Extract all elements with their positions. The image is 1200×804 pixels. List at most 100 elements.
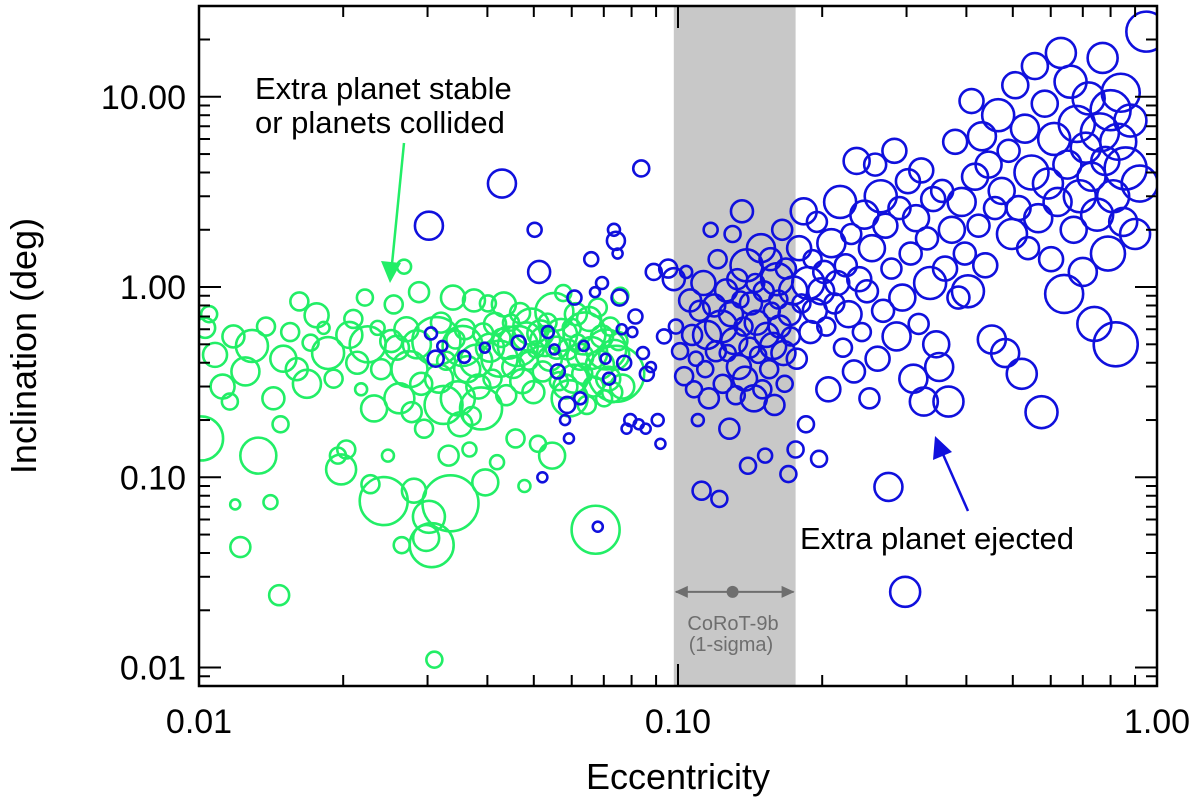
ejected-point xyxy=(912,265,948,301)
corot-9b-eccentricity-marker xyxy=(726,585,739,598)
ejected-point xyxy=(946,285,971,310)
ejected-point xyxy=(687,350,705,368)
ejected-point xyxy=(744,272,766,294)
ejected-point xyxy=(763,393,786,417)
ejected-point xyxy=(873,471,904,503)
ejected-point xyxy=(723,224,742,244)
stable-arrow-shaft xyxy=(390,142,406,265)
ejected-point xyxy=(989,337,1021,369)
ejected-point xyxy=(898,241,923,266)
tick-labels: 0.01 0.10 1.00 0.01 0.10 1.00 10.00 xyxy=(101,79,1190,741)
ejected-point xyxy=(907,157,935,184)
ejected-point xyxy=(729,199,755,224)
stable-point xyxy=(360,473,381,495)
ejected-point xyxy=(1037,245,1065,273)
stable-point xyxy=(586,344,646,404)
ejected-point xyxy=(594,275,610,291)
ejected-point xyxy=(1013,154,1050,191)
ejected-point xyxy=(1098,122,1138,162)
ejected-point xyxy=(1009,113,1041,144)
stable-point xyxy=(570,362,594,386)
ejected-point xyxy=(857,233,887,263)
ejected-point xyxy=(887,195,912,221)
stable-point xyxy=(494,383,518,407)
y-axis-label: Inclination (deg) xyxy=(3,218,44,474)
x-tick-label: 0.01 xyxy=(166,703,232,741)
ejected-point xyxy=(907,312,930,336)
ejected-point xyxy=(834,299,863,329)
ejected-point xyxy=(858,387,881,410)
ejected-point xyxy=(635,345,651,361)
band-label-line1: CoRoT-9b xyxy=(687,613,778,635)
ejected-point xyxy=(752,379,773,400)
ejected-point xyxy=(654,437,667,451)
ejected-point xyxy=(690,269,717,297)
ejected-point xyxy=(695,359,715,379)
ejected-point xyxy=(610,288,629,307)
stable-point xyxy=(423,384,464,426)
stable-point xyxy=(435,350,457,372)
ejected-point xyxy=(606,222,622,238)
stable-point xyxy=(461,288,487,313)
ejected-point xyxy=(815,376,842,403)
stable-point xyxy=(521,379,546,405)
ejected-point xyxy=(966,120,998,152)
ejected-point xyxy=(796,414,816,434)
ejected-point xyxy=(805,210,829,234)
stable-point xyxy=(608,373,636,400)
ejected-point xyxy=(931,255,959,282)
ejected-point xyxy=(1086,41,1119,75)
ejected-point xyxy=(756,447,774,464)
stable-point xyxy=(439,284,467,311)
ejected-point xyxy=(562,432,576,445)
ejected-point xyxy=(854,278,880,304)
ejected-point xyxy=(426,349,446,369)
stable-point xyxy=(221,324,246,349)
ejected-point xyxy=(582,250,600,268)
ejected-point xyxy=(733,316,754,337)
series-stable xyxy=(199,258,646,669)
ejected-point xyxy=(712,373,734,395)
stable-point xyxy=(343,308,364,330)
ejected-point xyxy=(1089,235,1127,272)
ejected-point xyxy=(941,128,969,156)
stable-arrow-head xyxy=(381,261,401,283)
ejected-point xyxy=(1020,51,1050,81)
stable-point xyxy=(413,418,435,440)
ejected-point xyxy=(526,221,543,239)
ejected-point xyxy=(688,299,712,323)
ejected-point xyxy=(881,321,912,352)
ejected-point xyxy=(758,358,780,380)
ejected-point xyxy=(457,349,472,365)
ejected-point xyxy=(611,247,624,260)
stable-point xyxy=(505,428,526,449)
ejected-point xyxy=(932,385,965,418)
ejected-point xyxy=(791,293,812,314)
ejected-point xyxy=(718,417,741,441)
ejected-point xyxy=(901,203,931,233)
ejected-point xyxy=(832,337,854,358)
y-tick-label: 1.00 xyxy=(120,269,186,307)
ejected-point xyxy=(591,520,605,533)
ejected-point xyxy=(748,345,768,365)
ejected-point xyxy=(833,253,859,278)
ejected-point xyxy=(839,222,863,246)
ejected-point xyxy=(785,347,809,371)
ejected-point xyxy=(1036,121,1072,157)
stable-point xyxy=(261,386,286,411)
ejected-point xyxy=(966,213,991,239)
stable-point xyxy=(301,333,320,352)
stable-point xyxy=(488,453,506,471)
annotation-stable-line1: Extra planet stable xyxy=(255,71,512,106)
ejected-point xyxy=(775,374,794,394)
stable-point xyxy=(597,338,631,372)
ejected-point xyxy=(950,273,986,309)
ejected-point xyxy=(937,215,967,245)
annotation-stable-line2: or planets collided xyxy=(255,105,505,140)
annotation-ejected: Extra planet ejected xyxy=(800,521,1074,556)
ejected-point xyxy=(540,324,556,340)
ejected-point xyxy=(872,212,899,240)
ejected-point xyxy=(702,221,719,239)
ejected-point xyxy=(864,345,891,373)
